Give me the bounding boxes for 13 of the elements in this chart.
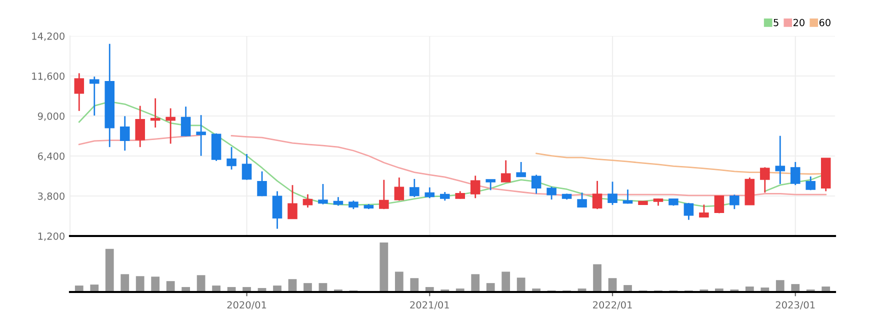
legend-label: 5 — [774, 19, 778, 26]
y-tick-label: 9,000 — [38, 112, 64, 121]
y-tick-label: 3,800 — [38, 192, 64, 201]
y-tick-label: 1,200 — [38, 232, 64, 241]
y-tick-label: 6,400 — [38, 152, 64, 161]
x-tick-label: 2022/01 — [593, 301, 632, 310]
y-tick-label: 14,200 — [32, 32, 64, 41]
y-tick-label: 11,600 — [32, 72, 64, 81]
x-tick-label: 2021/01 — [410, 301, 449, 310]
x-tick-label: 2020/01 — [227, 301, 266, 310]
legend-label: 20 — [793, 18, 804, 26]
x-tick-label: 2023/01 — [776, 301, 815, 310]
legend-label: 60 — [819, 18, 830, 26]
